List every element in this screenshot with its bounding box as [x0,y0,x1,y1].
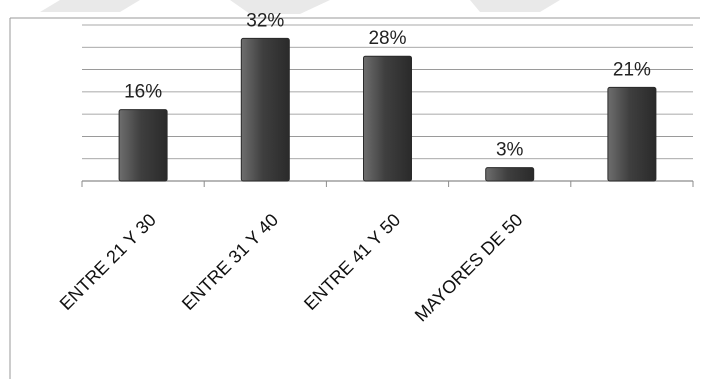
data-label: 21% [613,59,651,80]
category-labels: ENTRE 21 Y 30 ENTRE 31 Y 40 ENTRE 41 Y 50 M… [56,210,527,326]
category-label: ENTRE 31 Y 40 [178,210,282,314]
value-labels: 16% 32% 28% 3% 21% [124,10,651,160]
watermark-shape [470,0,560,12]
bar [485,167,535,182]
data-label: 3% [496,140,524,161]
data-label: 32% [246,10,284,31]
category-label: ENTRE 41 Y 50 [300,210,404,314]
data-label: 28% [368,28,406,49]
bar [118,109,168,182]
watermark-shape [230,0,330,14]
bar [240,37,290,182]
data-label: 16% [124,82,162,103]
watermark [40,0,560,14]
bar [607,86,657,182]
category-label: MAYORES DE 50 [411,210,527,326]
category-label: ENTRE 21 Y 30 [56,210,160,314]
watermark-shape [40,0,140,12]
bar [363,55,412,182]
bars [118,37,657,182]
